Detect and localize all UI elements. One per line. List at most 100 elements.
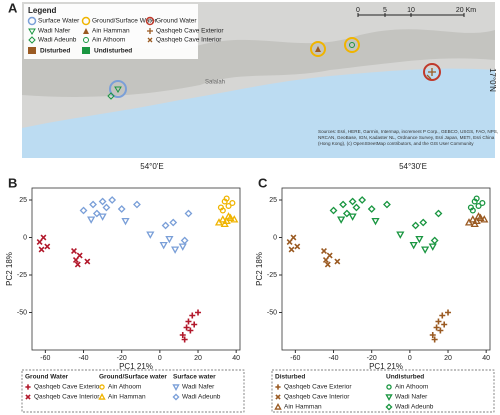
plot-frame [281, 187, 491, 351]
point [476, 213, 485, 222]
point [431, 336, 438, 343]
legend-label: Ain Athoom [395, 384, 428, 391]
x-tick-label: -60 [290, 355, 300, 362]
map-legend [24, 4, 198, 59]
point [218, 215, 227, 223]
point [348, 197, 357, 206]
legend-text: Ain Athoom [92, 37, 125, 44]
legend-label: Wadi Nafer [182, 384, 215, 391]
legend-label: Ain Hamman [108, 394, 146, 401]
point [415, 235, 424, 244]
map-panel: Legend Surface Water Ground/Surface Wate… [8, 0, 498, 171]
y-tick-label: 0 [273, 234, 277, 241]
legend-marker [274, 403, 282, 410]
place-label: Salalah [205, 80, 225, 86]
icon [27, 16, 37, 26]
point [220, 219, 229, 228]
y-tick-label: 25 [19, 197, 27, 204]
legend-header: Undisturbed [386, 374, 424, 381]
legend-text: Undisturbed [94, 48, 132, 55]
point [342, 209, 351, 218]
x-axis-title: PC1 21% [369, 362, 403, 371]
legend-marker [172, 393, 180, 401]
icon [83, 37, 89, 43]
point [473, 195, 480, 202]
point [428, 243, 437, 251]
scale-label: 20 Km [456, 7, 476, 14]
point [178, 243, 187, 251]
point [433, 324, 440, 331]
legend-header: Ground/Surface water [99, 374, 167, 381]
point [470, 219, 479, 228]
site [349, 42, 355, 48]
point [352, 203, 361, 212]
site-ring [423, 63, 441, 81]
point [337, 216, 346, 224]
y-tick-label: -50 [17, 309, 27, 316]
point [290, 234, 297, 241]
point [76, 252, 83, 259]
legend-marker [99, 384, 105, 390]
legend-label: Qashqeb Cave Exterior [34, 384, 102, 391]
point [40, 234, 47, 241]
point [441, 321, 448, 328]
y-tick-label: -25 [17, 272, 27, 279]
y-tick-label: -25 [267, 272, 277, 279]
x-tick-label: -20 [367, 355, 377, 362]
point [224, 212, 233, 220]
x-tick-label: 40 [232, 355, 240, 362]
point [479, 199, 486, 207]
y-axis-title: PC2 18% [5, 252, 14, 286]
point [121, 217, 130, 226]
site [114, 86, 122, 93]
y-tick-label: 0 [23, 234, 27, 241]
legend-box [21, 369, 245, 413]
point [74, 261, 81, 268]
legend-label: Qashqeb Cave Interior [34, 394, 100, 401]
legend-marker [25, 394, 31, 400]
icon [81, 16, 91, 26]
icon [28, 47, 36, 54]
legend-header: Ground Water [25, 374, 69, 381]
point [36, 239, 43, 245]
lon-label: 54°0'E [140, 162, 163, 171]
point [181, 336, 188, 343]
point [71, 248, 77, 254]
point [435, 318, 442, 325]
point [117, 205, 126, 213]
point [44, 243, 51, 250]
panel-label: C [258, 175, 268, 190]
lat-label: 17°0'N [488, 68, 497, 92]
legend-box [271, 369, 495, 413]
legend-marker [275, 384, 281, 390]
legend-text: Surface Water [38, 18, 80, 25]
point [187, 327, 194, 334]
icon [147, 28, 153, 34]
point [179, 332, 186, 338]
y-tick-label: 25 [269, 197, 277, 204]
legend-text: Wadi Nafer [38, 28, 71, 35]
site [315, 46, 321, 52]
point [165, 235, 174, 244]
point [419, 218, 428, 227]
point [89, 200, 97, 209]
point [475, 202, 482, 210]
point [339, 200, 347, 209]
point [334, 258, 341, 265]
point [84, 258, 91, 265]
attribution: (Hong Kong), (c) OpenStreetMap contribut… [318, 141, 474, 146]
legend-marker [385, 403, 393, 411]
icon [28, 36, 36, 44]
legend-text: Ain Hamman [92, 28, 130, 35]
legend-text: Qashqeb Cave Interior [156, 37, 222, 44]
point [445, 309, 452, 316]
legend-text: Qashqeb Cave Exterior [156, 28, 224, 35]
legend-marker [98, 393, 106, 400]
icon [82, 47, 90, 54]
attribution: NRCAN, GeoBase, IGN, Kadaster NL, Ordnan… [318, 135, 495, 140]
point [225, 202, 232, 210]
point [169, 218, 178, 227]
point [191, 321, 198, 328]
point [348, 213, 357, 221]
